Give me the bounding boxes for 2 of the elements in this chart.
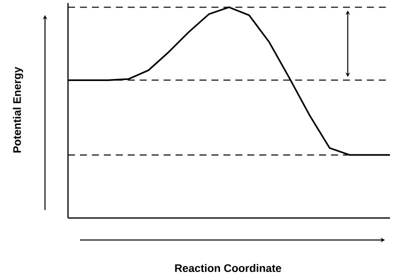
y-axis-title: Potential Energy (12, 66, 24, 152)
x-axis-title: Reaction Coordinate (175, 264, 282, 272)
